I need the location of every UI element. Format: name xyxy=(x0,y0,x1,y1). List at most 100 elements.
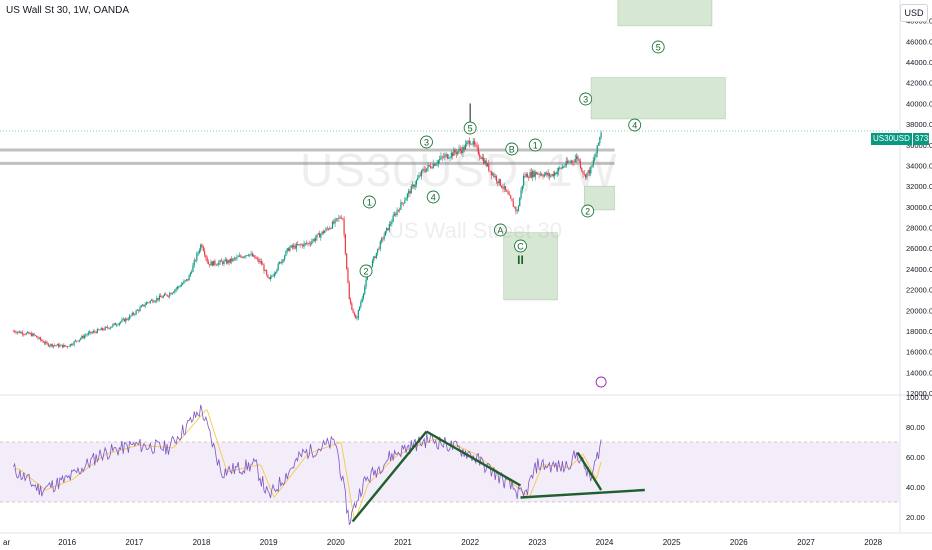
time-tick-label: 2028 xyxy=(864,538,882,547)
candle-body xyxy=(484,160,486,164)
candle-body xyxy=(373,256,375,261)
candle-body xyxy=(453,149,455,156)
candle-body xyxy=(245,255,247,257)
candle-body xyxy=(329,228,331,230)
candle-body xyxy=(294,245,296,249)
candle-body xyxy=(249,254,251,256)
candle-body xyxy=(489,170,491,172)
rsi-tick-label: 100.00 xyxy=(906,393,929,402)
candle-body xyxy=(132,312,135,315)
candle-body xyxy=(135,310,137,315)
time-tick-label: 2020 xyxy=(327,538,345,547)
candle-body xyxy=(326,228,328,230)
candle-body xyxy=(92,331,95,333)
candle-body xyxy=(244,256,246,258)
candle-body xyxy=(538,173,540,175)
price-tick-label: 38000.0 xyxy=(906,120,932,129)
candle-body xyxy=(298,244,300,246)
candle-body xyxy=(351,303,353,310)
candle-body xyxy=(145,302,148,305)
candle-body xyxy=(600,132,602,138)
time-tick-label: 2025 xyxy=(663,538,681,547)
candle-body xyxy=(353,312,356,315)
candle-body xyxy=(397,209,399,211)
candle-body xyxy=(250,253,252,255)
wave-circle xyxy=(420,135,433,149)
candle-body xyxy=(17,331,20,333)
candle-body xyxy=(346,253,348,269)
candle-body xyxy=(588,170,591,174)
candle-body xyxy=(515,206,517,212)
target-zone xyxy=(584,185,615,211)
candle-body xyxy=(468,140,470,145)
candle-body xyxy=(112,324,114,327)
candle-body xyxy=(556,171,558,175)
candle-body xyxy=(387,228,389,231)
candle-body xyxy=(304,242,306,244)
candle-body xyxy=(300,244,303,246)
candle-body xyxy=(365,279,367,287)
candle-body xyxy=(392,215,394,222)
candle-body xyxy=(457,151,459,154)
candle-body xyxy=(241,256,243,258)
candle-body xyxy=(503,186,505,189)
candle-body xyxy=(467,140,469,143)
currency-button[interactable]: USD xyxy=(900,4,928,22)
candle-body xyxy=(445,154,447,156)
candle-body xyxy=(82,335,84,338)
candle-body xyxy=(371,260,374,267)
candle-body xyxy=(570,160,573,163)
candle-body xyxy=(30,333,33,337)
candle-body xyxy=(338,217,340,219)
wave-label-text: 4 xyxy=(431,193,436,203)
candle-body xyxy=(449,157,451,159)
candle-body xyxy=(205,255,207,258)
candle-body xyxy=(340,218,343,219)
candle-body xyxy=(375,252,377,258)
symbol-title[interactable]: US Wall St 30, 1W, OANDA xyxy=(6,5,129,16)
candle-body xyxy=(410,185,412,194)
rsi-tick-label: 20.00 xyxy=(906,513,925,522)
candle-body xyxy=(275,272,277,274)
candle-body xyxy=(446,154,449,159)
wave-circle xyxy=(362,195,376,209)
candle-body xyxy=(14,330,16,333)
last-price-symbol: US30USD xyxy=(873,134,910,143)
price-tick-label: 42000.0 xyxy=(906,79,932,88)
candle-body xyxy=(396,210,398,216)
candle-body xyxy=(240,255,242,257)
candle-body xyxy=(574,158,576,163)
candle-body xyxy=(454,149,456,153)
price-tick-label: 12000.0 xyxy=(906,389,932,398)
candle-body xyxy=(541,173,543,176)
candle-body xyxy=(579,160,582,168)
candle-body xyxy=(344,234,346,254)
candle-body xyxy=(586,172,588,178)
candle-body xyxy=(215,264,217,265)
candle-body xyxy=(507,191,509,195)
candle-body xyxy=(174,289,176,293)
candle-body xyxy=(565,160,567,166)
candle-body xyxy=(258,258,260,263)
candle-body xyxy=(61,344,64,348)
candle-body xyxy=(216,264,219,266)
candle-body xyxy=(136,310,139,311)
candle-body xyxy=(533,170,535,177)
candle-body xyxy=(175,288,177,290)
candle-body xyxy=(349,299,352,304)
candle-body xyxy=(73,341,75,345)
candle-body xyxy=(81,335,83,339)
candle-body xyxy=(211,261,213,266)
candle-body xyxy=(492,173,494,176)
wave-circle xyxy=(359,264,373,278)
candle-body xyxy=(151,299,153,301)
candle-body xyxy=(117,324,119,326)
candle-body xyxy=(207,261,210,265)
rsi-tick-label: 40.00 xyxy=(906,483,925,492)
candle-body xyxy=(180,284,182,287)
candle-body xyxy=(479,154,481,158)
target-zone xyxy=(617,0,713,27)
time-tick-label: 2018 xyxy=(193,538,211,547)
